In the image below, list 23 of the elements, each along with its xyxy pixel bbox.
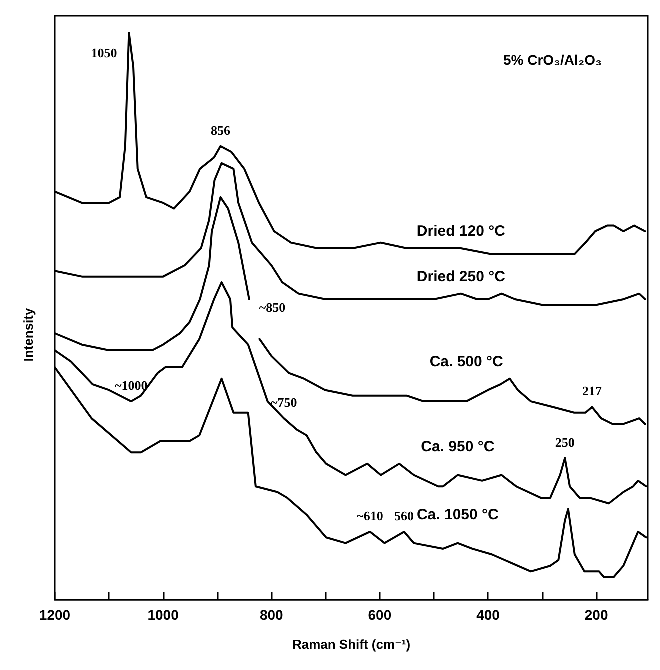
x-tick-label: 400: [476, 607, 500, 623]
series-label: Dried 250 °C: [416, 268, 506, 286]
x-tick-label: 1000: [148, 607, 180, 623]
annotation: ~850: [259, 300, 286, 315]
annotation: 250: [555, 434, 575, 450]
annotation: 856: [210, 122, 231, 138]
annotation: ~1000: [114, 378, 148, 394]
text: 5% CrO₃/Al₂O₃: [503, 52, 602, 68]
annotation: 1050: [91, 46, 118, 61]
series-label: Ca. 950 °C: [421, 438, 495, 456]
y-axis-title: Intensity: [21, 308, 36, 362]
annotation: 217: [582, 384, 602, 399]
annotation: ~610: [357, 508, 384, 524]
series-label: Dried 120 °C: [416, 222, 506, 240]
x-tick-label: 600: [368, 607, 392, 623]
x-tick-label: 800: [260, 607, 284, 623]
x-tick-label: 200: [584, 607, 608, 623]
annotation: ~750: [270, 395, 298, 410]
x-axis-title: Raman Shift (cm⁻¹): [292, 637, 411, 652]
series-label: Ca. 500 °C: [430, 353, 504, 370]
series-label: Ca. 1050 °C: [416, 506, 500, 524]
x-tick-label: 1200: [39, 607, 71, 623]
annotation: 560: [394, 508, 414, 524]
